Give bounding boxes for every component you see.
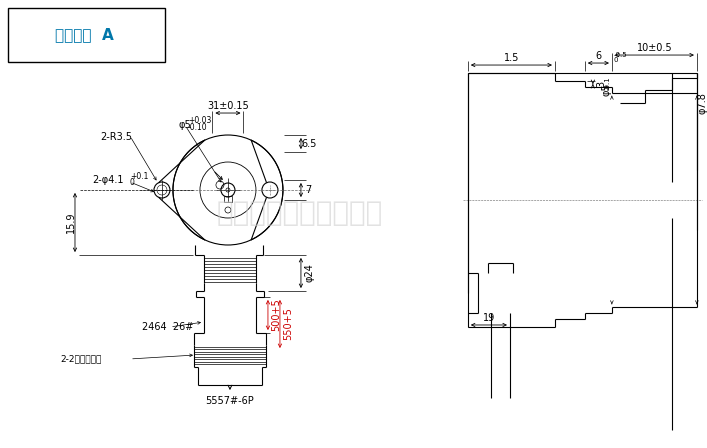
Text: 6.5: 6.5 <box>301 138 317 149</box>
Text: φ5: φ5 <box>179 120 192 130</box>
Text: 2-2热缩管封闭: 2-2热缩管封闭 <box>60 354 101 363</box>
Text: 2-φ4.1: 2-φ4.1 <box>92 175 124 185</box>
Text: 2464  26#: 2464 26# <box>142 322 193 332</box>
Text: 500+5: 500+5 <box>271 299 281 332</box>
Text: φ7.8: φ7.8 <box>698 92 707 114</box>
Text: φ24: φ24 <box>305 263 315 282</box>
Text: 7: 7 <box>305 185 311 195</box>
Text: 5557#-6P: 5557#-6P <box>206 396 255 406</box>
Text: 550+5: 550+5 <box>283 307 293 340</box>
Text: 19: 19 <box>483 313 495 323</box>
Bar <box>8 8 165 62</box>
Text: +0.1: +0.1 <box>130 172 148 181</box>
Text: -0.1: -0.1 <box>605 76 611 90</box>
Bar <box>224 196 232 202</box>
Text: 1.5: 1.5 <box>503 53 519 63</box>
Text: +0.03: +0.03 <box>188 116 211 125</box>
Text: 常州昌盛电子有限公司: 常州昌盛电子有限公司 <box>217 199 383 227</box>
Text: φ5: φ5 <box>602 84 612 96</box>
Text: 修改码：  A: 修改码： A <box>54 27 113 43</box>
Text: 2-R3.5: 2-R3.5 <box>100 132 132 142</box>
Text: 6: 6 <box>595 51 602 61</box>
Text: 0: 0 <box>130 177 135 186</box>
Text: -0.10: -0.10 <box>188 122 208 132</box>
Text: -0.5: -0.5 <box>614 52 628 58</box>
Text: 3: 3 <box>596 81 606 87</box>
Text: 31±0.15: 31±0.15 <box>207 101 249 111</box>
Text: 15.9: 15.9 <box>66 212 76 233</box>
Text: 10±0.5: 10±0.5 <box>636 43 672 53</box>
Text: 0: 0 <box>614 57 619 63</box>
